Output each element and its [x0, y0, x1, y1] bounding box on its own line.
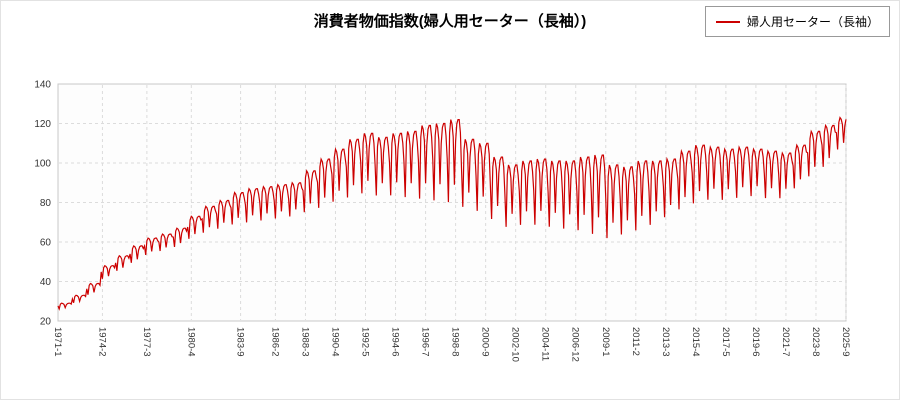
x-tick-label: 1992-5 [360, 327, 371, 357]
y-tick-label: 40 [40, 277, 52, 288]
y-tick-label: 100 [34, 159, 51, 170]
x-tick-label: 1988-3 [299, 327, 310, 357]
x-tick-label: 2009-1 [600, 327, 611, 357]
x-tick-label: 1990-4 [329, 327, 340, 357]
x-tick-label: 1983-9 [235, 327, 246, 357]
x-tick-label: 1996-7 [420, 327, 431, 357]
x-tick-label: 2015-4 [690, 327, 701, 357]
chart-title: 消費者物価指数(婦人用セーター（長袖）) [313, 13, 587, 30]
x-tick-label: 2025-9 [840, 327, 851, 357]
x-tick-label: 2002-10 [510, 327, 521, 362]
x-tick-label: 2006-12 [570, 327, 581, 362]
x-tick-label: 1994-6 [390, 327, 401, 357]
x-tick-label: 2000-9 [480, 327, 491, 357]
x-tick-label: 1974-2 [96, 327, 107, 357]
x-tick-label: 2023-8 [810, 327, 821, 357]
x-tick-label: 1977-3 [141, 327, 152, 357]
y-tick-label: 120 [34, 119, 51, 130]
y-tick-label: 80 [40, 198, 52, 209]
x-tick-label: 2011-2 [630, 327, 641, 356]
x-tick-label: 2019-6 [750, 327, 761, 357]
x-tick-label: 1986-2 [269, 327, 280, 357]
x-tick-label: 1980-4 [185, 327, 196, 357]
legend-label: 婦人用セーター（長袖） [746, 15, 879, 29]
legend: 婦人用セーター（長袖） [704, 6, 890, 37]
x-tick-label: 2004-11 [540, 327, 551, 361]
x-tick-label: 1971-1 [52, 327, 63, 357]
x-tick-label: 1998-8 [450, 327, 461, 357]
x-tick-label: 2013-3 [660, 327, 671, 357]
y-tick-label: 140 [34, 80, 51, 91]
legend-line-sample [715, 20, 740, 23]
y-tick-label: 60 [40, 238, 52, 249]
x-tick-label: 2021-7 [780, 327, 791, 357]
x-tick-label: 2017-5 [720, 327, 731, 357]
series-line [57, 116, 847, 311]
y-tick-label: 20 [40, 317, 52, 328]
